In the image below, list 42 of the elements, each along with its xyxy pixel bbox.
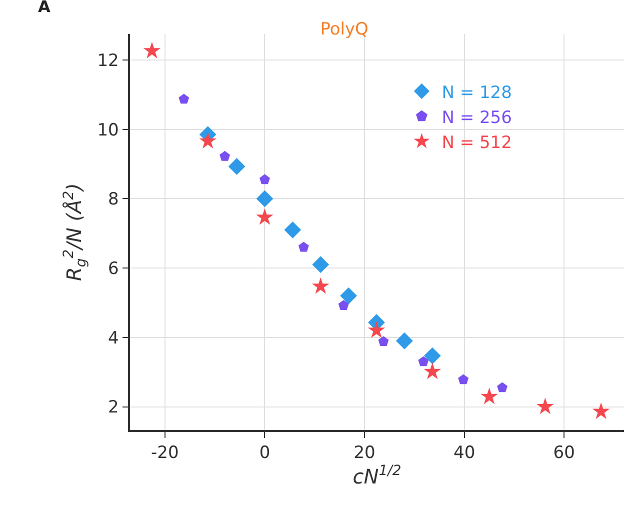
x-tick-label: 20 bbox=[354, 443, 376, 464]
point bbox=[199, 132, 216, 149]
point bbox=[284, 221, 302, 238]
point bbox=[256, 208, 274, 225]
point bbox=[298, 242, 309, 252]
point bbox=[497, 382, 508, 392]
point bbox=[178, 94, 190, 104]
text: A bbox=[38, 0, 51, 16]
point bbox=[536, 398, 554, 414]
point bbox=[368, 321, 386, 338]
x-tick-label: -20 bbox=[151, 443, 179, 464]
y-tick-label: 2 bbox=[108, 398, 119, 418]
point bbox=[396, 332, 413, 350]
point bbox=[424, 347, 441, 364]
y-tick-label: 12 bbox=[97, 50, 119, 71]
point bbox=[592, 402, 610, 419]
point bbox=[378, 336, 389, 346]
point bbox=[480, 388, 498, 404]
point bbox=[228, 158, 246, 175]
point bbox=[312, 256, 330, 274]
point bbox=[424, 362, 442, 380]
point bbox=[458, 374, 469, 384]
y-tick-label: 4 bbox=[108, 328, 119, 348]
x-axis-title: cN$^{1/2}$ bbox=[352, 463, 402, 489]
point bbox=[312, 277, 330, 294]
chart-title: PolyQ bbox=[320, 20, 368, 40]
point bbox=[340, 287, 358, 304]
y-tick-label: 6 bbox=[108, 259, 119, 280]
x-tick-label: 40 bbox=[454, 443, 476, 464]
x-tick-label: 0 bbox=[259, 443, 270, 464]
point bbox=[260, 174, 270, 184]
point bbox=[256, 190, 274, 208]
legend-label: N = 512 bbox=[442, 132, 512, 153]
x-tick-label: 60 bbox=[553, 443, 575, 464]
point bbox=[143, 42, 161, 58]
legend-label: N = 256 bbox=[442, 108, 512, 128]
point bbox=[418, 356, 429, 366]
legend-label: N = 128 bbox=[442, 82, 512, 103]
y-tick-label: 10 bbox=[97, 120, 119, 140]
point bbox=[338, 300, 349, 310]
point bbox=[220, 150, 230, 161]
y-tick-label: 8 bbox=[108, 190, 119, 210]
